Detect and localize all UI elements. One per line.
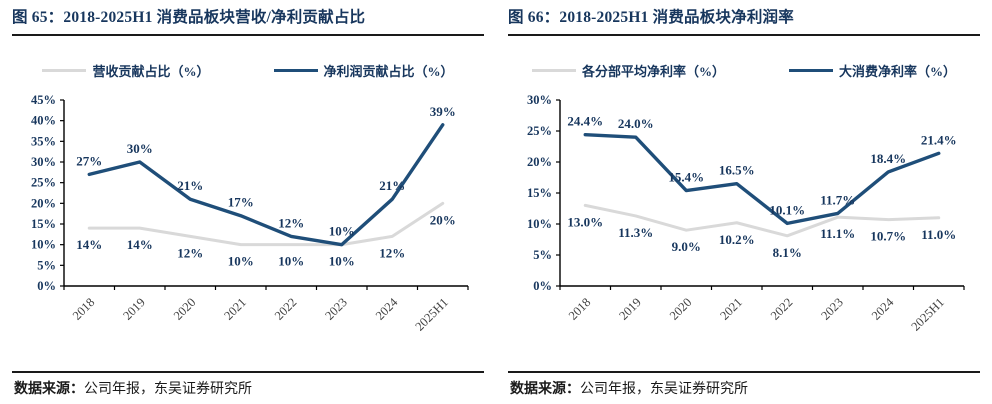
legend-label: 大消费净利率（%） <box>839 63 957 79</box>
svg-text:30%: 30% <box>31 155 56 169</box>
svg-text:10%: 10% <box>329 224 355 239</box>
svg-text:45%: 45% <box>31 93 56 107</box>
svg-text:40%: 40% <box>31 114 56 128</box>
svg-text:2023: 2023 <box>818 295 846 323</box>
legend-label: 净利润贡献占比（%） <box>323 63 454 79</box>
svg-text:10%: 10% <box>329 254 355 269</box>
svg-text:2021: 2021 <box>221 295 249 323</box>
svg-text:2025H1: 2025H1 <box>412 295 450 333</box>
svg-text:2019: 2019 <box>120 295 148 323</box>
svg-text:2025H1: 2025H1 <box>908 295 946 333</box>
svg-text:18.4%: 18.4% <box>870 151 906 166</box>
svg-text:2023: 2023 <box>322 295 350 323</box>
svg-text:30%: 30% <box>127 141 153 156</box>
data-source-text: 公司年报，东吴证券研究所 <box>580 382 748 397</box>
data-source-label: 数据来源： <box>510 382 580 397</box>
svg-text:2020: 2020 <box>667 295 695 323</box>
svg-text:10%: 10% <box>31 238 56 252</box>
svg-text:10.2%: 10.2% <box>719 232 755 247</box>
svg-text:2022: 2022 <box>272 295 300 323</box>
svg-text:20%: 20% <box>31 197 56 211</box>
data-source-label: 数据来源： <box>14 382 84 397</box>
figure-65-title: 图 65：2018-2025H1 消费品板块营收/净利贡献占比 <box>12 9 366 26</box>
svg-text:2021: 2021 <box>717 295 745 323</box>
line-chart-figure-66: 0% 5% 10% 15% 20% 25% 30% 2018 2019 2020 2021 2022 2… <box>527 93 965 334</box>
svg-text:10%: 10% <box>228 254 254 269</box>
svg-text:12%: 12% <box>278 216 304 231</box>
svg-text:8.1%: 8.1% <box>773 245 802 260</box>
svg-text:2020: 2020 <box>171 295 199 323</box>
svg-text:9.0%: 9.0% <box>672 239 701 254</box>
svg-text:0%: 0% <box>37 279 56 293</box>
svg-text:10%: 10% <box>527 217 552 231</box>
svg-text:27%: 27% <box>76 154 102 169</box>
svg-text:2024: 2024 <box>869 295 897 323</box>
figure-66-panel: 图 66：2018-2025H1 消费品板块净利润率 各分部平均净利率（%） 大… <box>496 0 992 404</box>
svg-text:11.7%: 11.7% <box>820 193 855 208</box>
svg-text:2022: 2022 <box>768 295 796 323</box>
source-divider <box>12 370 484 373</box>
svg-text:11.0%: 11.0% <box>921 227 956 242</box>
title-divider <box>508 33 980 37</box>
figure-66-title: 图 66：2018-2025H1 消费品板块净利润率 <box>508 9 794 26</box>
legend-item-netprofit-share: 净利润贡献占比（%） <box>273 61 454 80</box>
svg-text:39%: 39% <box>430 104 456 119</box>
gray-line-swatch-icon <box>531 68 576 72</box>
svg-text:17%: 17% <box>228 195 254 210</box>
svg-text:13.0%: 13.0% <box>567 215 603 230</box>
svg-text:10.7%: 10.7% <box>870 229 906 244</box>
svg-text:2019: 2019 <box>616 295 644 323</box>
svg-text:5%: 5% <box>37 259 56 273</box>
svg-text:5%: 5% <box>533 248 552 262</box>
svg-text:10.1%: 10.1% <box>769 203 805 218</box>
svg-text:21.4%: 21.4% <box>921 133 957 148</box>
svg-text:0%: 0% <box>533 279 552 293</box>
legend-item-consumer-netmargin: 大消费净利率（%） <box>789 61 956 80</box>
figure-65-legend: 营收贡献占比（%） 净利润贡献占比（%） <box>12 60 484 80</box>
svg-text:24.4%: 24.4% <box>567 114 603 129</box>
svg-text:15%: 15% <box>31 217 56 231</box>
svg-text:15.4%: 15.4% <box>668 170 704 185</box>
svg-text:11.1%: 11.1% <box>820 226 855 241</box>
data-source: 数据来源：公司年报，东吴证券研究所 <box>12 373 484 400</box>
svg-text:2024: 2024 <box>373 295 401 323</box>
svg-text:15%: 15% <box>527 186 552 200</box>
figure-65-panel: 图 65：2018-2025H1 消费品板块营收/净利贡献占比 营收贡献占比（%… <box>12 9 484 400</box>
svg-text:2018: 2018 <box>566 295 594 323</box>
svg-text:20%: 20% <box>527 155 552 169</box>
navy-line-swatch-icon <box>789 68 833 72</box>
navy-line-swatch-icon <box>273 68 318 72</box>
figure-66-legend: 各分部平均净利率（%） 大消费净利率（%） <box>508 60 980 80</box>
svg-text:25%: 25% <box>527 124 552 138</box>
source-divider <box>508 370 980 373</box>
svg-text:14%: 14% <box>127 237 153 252</box>
data-source: 数据来源：公司年报，东吴证券研究所 <box>508 373 980 400</box>
svg-text:2018: 2018 <box>70 295 98 323</box>
svg-text:21%: 21% <box>177 178 203 193</box>
svg-text:20%: 20% <box>430 213 456 228</box>
svg-text:25%: 25% <box>31 176 56 190</box>
svg-text:30%: 30% <box>527 93 552 107</box>
legend-label: 各分部平均净利率（%） <box>581 63 725 79</box>
gray-line-swatch-icon <box>42 68 87 72</box>
svg-text:12%: 12% <box>379 246 405 261</box>
title-divider <box>12 33 484 37</box>
svg-text:12%: 12% <box>177 246 203 261</box>
svg-text:35%: 35% <box>31 135 56 149</box>
svg-text:21%: 21% <box>379 178 405 193</box>
legend-item-avg-netmargin: 各分部平均净利率（%） <box>531 61 725 80</box>
data-source-text: 公司年报，东吴证券研究所 <box>84 382 252 397</box>
svg-text:16.5%: 16.5% <box>719 163 755 178</box>
svg-text:10%: 10% <box>278 254 304 269</box>
line-chart-figure-65: 0% 5% 10% 15% 20% 25% 30% 35% 40% 45% 2018 2019 2020… <box>31 93 469 334</box>
svg-text:24.0%: 24.0% <box>618 116 654 131</box>
svg-text:14%: 14% <box>76 237 102 252</box>
svg-text:11.3%: 11.3% <box>618 225 653 240</box>
legend-label: 营收贡献占比（%） <box>92 63 210 79</box>
legend-item-revenue-share: 营收贡献占比（%） <box>42 61 210 80</box>
